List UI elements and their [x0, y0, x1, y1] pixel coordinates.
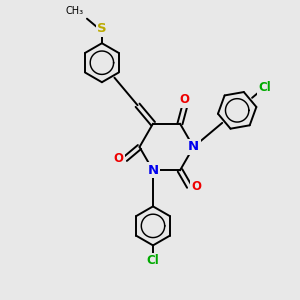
- Text: S: S: [97, 22, 107, 35]
- Text: N: N: [188, 140, 199, 154]
- Text: O: O: [180, 93, 190, 106]
- Text: O: O: [192, 180, 202, 193]
- Text: CH₃: CH₃: [66, 6, 84, 16]
- Text: Cl: Cl: [258, 81, 271, 94]
- Text: O: O: [114, 152, 124, 166]
- Text: Cl: Cl: [147, 254, 159, 268]
- Text: N: N: [147, 164, 159, 177]
